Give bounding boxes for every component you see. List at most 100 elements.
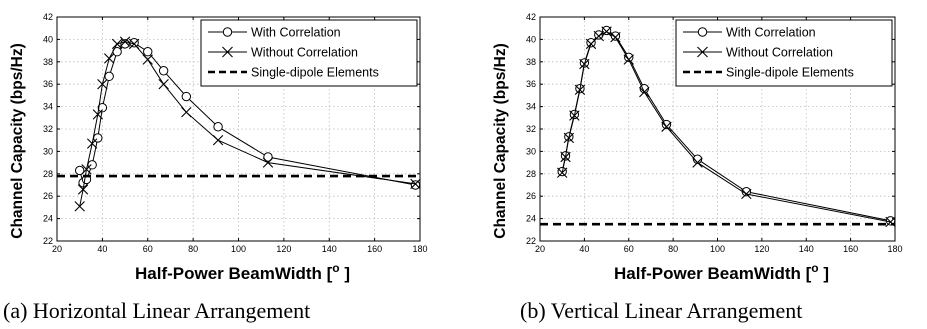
point-x: [610, 31, 621, 43]
point-circle: [692, 154, 703, 164]
x-tick-label: 120: [276, 244, 291, 254]
y-tick-label: 38: [43, 57, 53, 67]
legend-box: [200, 19, 418, 87]
y-axis-title: Channel Capacity (bps/Hz): [9, 43, 26, 239]
x-axis-title-sup: o: [811, 261, 818, 275]
y-tick-label: 38: [526, 57, 536, 67]
point-x: [158, 79, 169, 90]
y-tick-label: 30: [526, 146, 536, 156]
x-tick-label: 120: [754, 244, 769, 254]
legend-label: Without Correlation: [251, 46, 358, 60]
point-x: [74, 201, 85, 212]
x-tick-label: 180: [887, 244, 902, 254]
point-circle: [263, 152, 273, 162]
x-tick-label: 140: [799, 244, 814, 254]
y-tick-label: 26: [43, 191, 53, 201]
y-tick-label: 32: [526, 124, 536, 134]
legend-label: Without Correlation: [726, 46, 833, 60]
y-tick-label: 34: [526, 102, 536, 112]
point-x: [111, 38, 123, 50]
point-circle: [594, 30, 604, 40]
x-tick-label: 100: [231, 244, 246, 254]
y-tick-label: 40: [43, 34, 53, 44]
x-tick-label: 20: [52, 244, 62, 254]
x-tick-label: 160: [843, 244, 858, 254]
point-circle: [158, 66, 169, 76]
point-x: [86, 138, 98, 149]
x-axis-title-main: Half-Power BeamWidth [: [614, 264, 812, 283]
x-tick-label: 20: [535, 244, 545, 254]
x-tick-label: 180: [412, 244, 427, 254]
point-circle: [661, 119, 672, 130]
y-tick-label: 42: [43, 12, 53, 22]
legend-label: Single-dipole Elements: [251, 66, 379, 80]
y-tick-label: 30: [43, 146, 53, 156]
point-x: [92, 109, 104, 120]
y-tick-label: 32: [43, 124, 53, 134]
point-x: [639, 86, 650, 98]
point-x: [212, 135, 224, 146]
x-axis-title: Half-Power BeamWidth [o ]: [135, 261, 350, 283]
legend-label: Single-dipole Elements: [726, 66, 854, 80]
point-circle: [181, 91, 192, 102]
point-x: [103, 53, 115, 64]
y-tick-label: 28: [43, 169, 53, 179]
y-tick-label: 34: [43, 102, 53, 112]
point-circle: [586, 38, 596, 48]
point-x: [142, 54, 153, 65]
series-line-without-correlation: [561, 31, 891, 223]
y-tick-label: 24: [43, 214, 53, 224]
point-x: [741, 188, 752, 200]
point-circle: [97, 103, 108, 113]
x-tick-label: 160: [367, 244, 382, 254]
chart-panel-horizontal: 20 40 60 80 100 120 140 160 180 22 24 26 28 30 32 34 36 3…: [3, 12, 428, 323]
point-x: [692, 157, 703, 168]
x-tick-label: 100: [710, 244, 725, 254]
legend-marker-x: [222, 46, 233, 58]
point-x: [97, 79, 108, 90]
legend-marker-x: [697, 46, 708, 58]
point-x: [661, 121, 672, 132]
point-x: [410, 178, 421, 190]
point-x: [560, 151, 571, 163]
y-tick-label: 26: [526, 191, 536, 201]
x-tick-label: 40: [97, 244, 107, 254]
point-x: [81, 164, 92, 175]
point-x: [574, 84, 586, 95]
point-x: [593, 30, 604, 42]
legend-marker-circle: [697, 27, 708, 37]
x-axis-title-sup: o: [332, 261, 339, 275]
x-tick-label: 60: [624, 244, 634, 254]
point-circle: [143, 47, 153, 57]
point-x: [556, 167, 568, 178]
y-axis-title: Channel Capacity (bps/Hz): [492, 43, 509, 239]
x-axis-title-end: ]: [340, 264, 350, 283]
y-tick-label: 42: [526, 12, 536, 22]
x-axis-title-end: ]: [819, 264, 829, 283]
x-tick-label: 80: [188, 244, 198, 254]
y-tick-label: 36: [526, 79, 536, 89]
y-tick-label: 40: [526, 34, 536, 44]
point-circle: [104, 71, 114, 82]
y-tick-label: 28: [526, 169, 536, 179]
point-x: [579, 58, 590, 70]
y-tick-label: 22: [526, 236, 536, 246]
point-circle: [74, 165, 85, 176]
point-x: [262, 157, 274, 168]
point-circle: [410, 180, 421, 190]
x-tick-label: 80: [668, 244, 678, 254]
point-x: [128, 38, 140, 50]
point-x: [563, 132, 575, 144]
x-tick-label: 60: [143, 244, 153, 254]
series-line-without-correlation: [79, 41, 416, 207]
figure-caption: (a) Horizontal Linear Arrangement: [3, 298, 310, 323]
y-tick-label: 22: [43, 236, 53, 246]
x-axis-title: Half-Power BeamWidth [o ]: [614, 261, 829, 283]
point-x: [569, 110, 580, 121]
point-circle: [87, 160, 97, 170]
legend-label: With Correlation: [726, 26, 816, 40]
legend-label: With Correlation: [251, 26, 341, 40]
point-x: [601, 26, 612, 37]
x-tick-label: 40: [579, 244, 589, 254]
